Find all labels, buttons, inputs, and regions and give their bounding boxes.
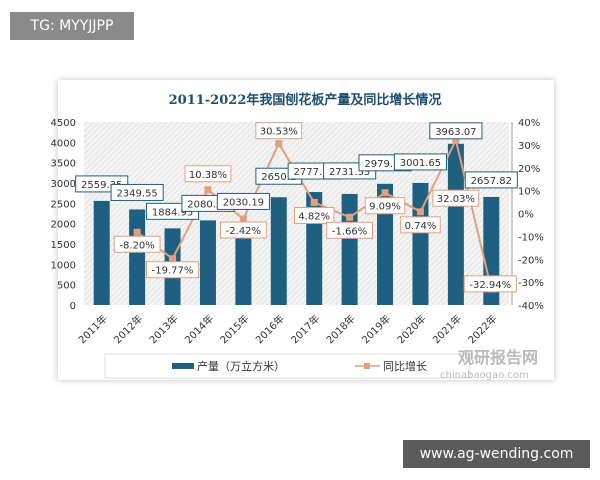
x-tick-label: 2012年 — [111, 312, 145, 346]
growth-data-label-box — [145, 261, 200, 279]
x-tick-label: 2019年 — [359, 312, 393, 346]
bar-data-label-box — [429, 122, 483, 140]
growth-data-label: 4.82% — [298, 211, 330, 222]
y-right-tick: 30% — [518, 141, 540, 152]
bar-data-label: 2777.77 — [294, 167, 335, 178]
y-right-tick: 40% — [518, 118, 540, 129]
growth-data-label-box — [432, 189, 480, 207]
bar-data-label-box — [464, 171, 518, 189]
growth-data-label: 30.53% — [260, 127, 298, 138]
bar-data-label: 2080.53 — [187, 199, 228, 210]
y-right-tick: 0% — [518, 210, 534, 221]
bar — [412, 182, 429, 305]
x-tick-label: 2013年 — [146, 312, 180, 346]
growth-data-label: 0.74% — [405, 221, 437, 232]
watermark-top: TG: MYYJJPP — [10, 12, 134, 40]
growth-marker — [204, 186, 212, 194]
legend-line-label: 同比增长 — [383, 359, 427, 373]
bar — [341, 193, 358, 305]
growth-data-label: 9.09% — [369, 202, 401, 213]
bar — [270, 197, 287, 305]
y-left-tick: 4000 — [51, 138, 76, 149]
bar-data-label: 2650.1 — [261, 172, 296, 183]
bar — [129, 209, 146, 305]
growth-data-label-box — [219, 221, 267, 239]
y-left-tick: 1500 — [51, 240, 76, 251]
y-right-tick: 10% — [518, 187, 540, 198]
growth-marker — [169, 255, 177, 263]
growth-marker — [416, 208, 424, 216]
growth-marker — [310, 198, 318, 206]
growth-data-label: -19.77% — [152, 266, 194, 277]
legend-bar-label: 产量（万立方米） — [197, 359, 285, 373]
x-tick-label: 2018年 — [323, 312, 357, 346]
bar-data-label: 2559.35 — [81, 180, 122, 191]
bar-data-label: 2030.19 — [223, 197, 264, 208]
y-left-tick: 0 — [70, 301, 76, 312]
x-tick-label: 2021年 — [430, 312, 464, 346]
legend — [104, 353, 471, 379]
y-left-tick: 500 — [57, 281, 76, 292]
y-right-tick: -30% — [518, 278, 544, 289]
growth-data-label-box — [463, 275, 517, 293]
legend-bar-swatch — [172, 363, 194, 369]
bar-data-label-box — [216, 192, 270, 210]
growth-data-label: 10.38% — [189, 170, 227, 181]
y-left-tick: 4500 — [51, 118, 76, 129]
x-tick-label: 2016年 — [253, 312, 287, 346]
source-logo-cn: 观研报告网 — [458, 348, 538, 367]
bar — [235, 222, 252, 305]
bar — [199, 220, 216, 305]
x-tick-label: 2015年 — [217, 312, 251, 346]
growth-marker — [133, 228, 141, 236]
growth-data-label-box — [364, 197, 406, 215]
x-tick-label: 2017年 — [288, 312, 322, 346]
growth-data-label: -2.42% — [226, 226, 261, 237]
bar-data-label: 2731.53 — [329, 167, 370, 178]
growth-data-label-box — [293, 206, 335, 224]
growth-data-label: -32.94% — [469, 280, 511, 291]
growth-marker — [275, 140, 283, 148]
source-logo-en: chinabaogao.com — [440, 370, 529, 381]
x-tick-label: 2022年 — [465, 312, 499, 346]
bar — [447, 143, 464, 305]
bar-data-label: 3001.65 — [400, 158, 441, 169]
bar-data-label: 1884.95 — [152, 207, 193, 218]
bar-data-label-box — [393, 153, 448, 171]
y-left-tick: 1000 — [51, 260, 76, 271]
growth-data-label-box — [326, 221, 374, 239]
bar-data-label: 2349.55 — [116, 188, 157, 199]
bar-data-label: 2979.73 — [364, 159, 405, 170]
y-right-tick: -40% — [518, 301, 544, 312]
y-left-tick: 2500 — [51, 199, 76, 210]
growth-data-label-box — [184, 165, 232, 183]
growth-data-label: -8.20% — [119, 240, 154, 251]
growth-marker — [239, 215, 247, 223]
bar-data-label: 3963.07 — [435, 127, 476, 138]
y-right-tick: -20% — [518, 255, 544, 266]
growth-data-label-box — [113, 235, 161, 253]
chart-title: 2011-2022年我国刨花板产量及同比增长情况 — [169, 92, 442, 108]
y-left-tick: 2000 — [51, 220, 76, 231]
x-tick-label: 2011年 — [76, 312, 110, 346]
legend-line-marker — [364, 363, 370, 369]
x-tick-label: 2020年 — [394, 312, 428, 346]
growth-marker — [381, 189, 389, 197]
growth-data-label: 32.03% — [437, 194, 475, 205]
growth-data-label-box — [400, 216, 441, 234]
y-left-tick: 3000 — [51, 179, 76, 190]
watermark-bottom: www.ag-wending.com — [403, 440, 590, 468]
growth-marker — [346, 213, 354, 221]
bar-data-label-box — [110, 183, 164, 201]
bar — [93, 200, 110, 305]
growth-marker — [452, 136, 460, 144]
growth-data-label: -1.66% — [332, 226, 367, 237]
y-left-tick: 3500 — [51, 159, 76, 170]
growth-data-label-box — [255, 122, 303, 140]
bar-data-label: 2657.82 — [471, 176, 512, 187]
y-right-tick: -10% — [518, 232, 544, 243]
x-tick-label: 2014年 — [182, 312, 216, 346]
y-right-tick: 20% — [518, 164, 540, 175]
